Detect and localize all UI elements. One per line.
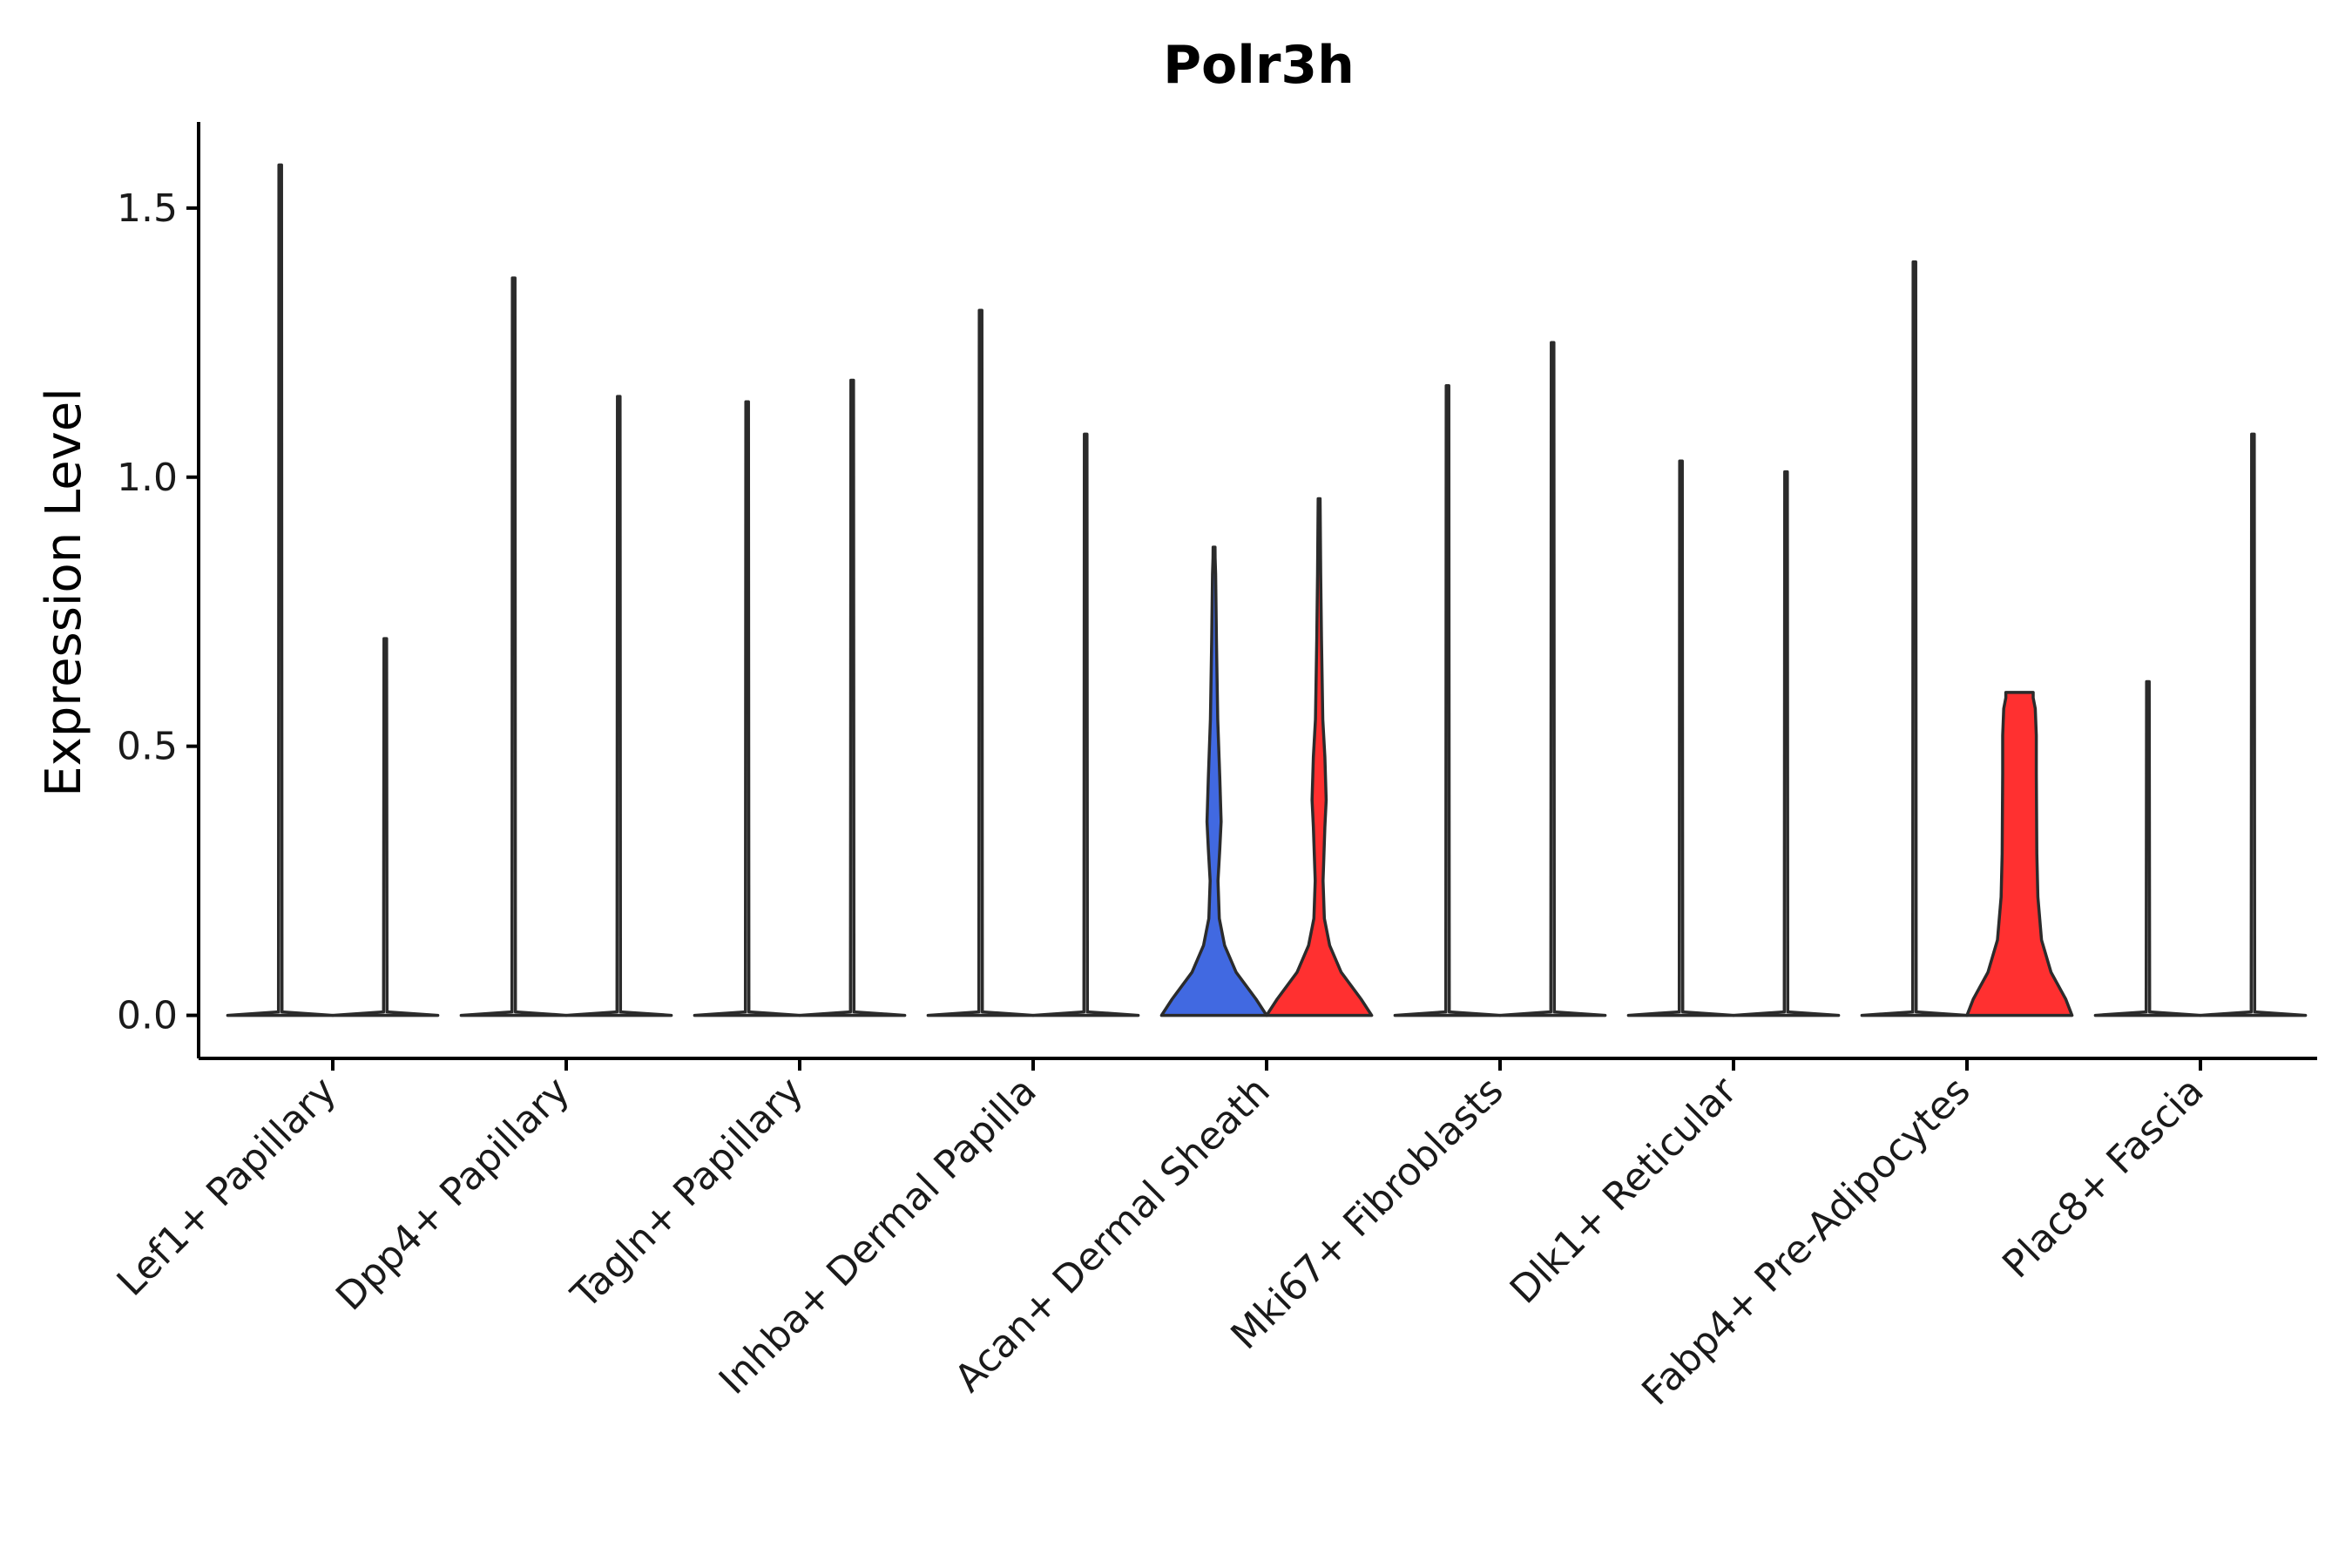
violin-mark xyxy=(1626,459,1735,1017)
violin-mark xyxy=(1393,383,1502,1017)
y-tick-label: 0.5 xyxy=(117,725,178,769)
violin-mark xyxy=(226,163,335,1017)
violin-mark xyxy=(331,637,440,1017)
x-tick-label: Dlk1+ Reticular xyxy=(1502,1068,1747,1313)
violin-mark xyxy=(693,400,801,1017)
chart-title: Polr3h xyxy=(1163,35,1355,96)
violin-mark xyxy=(1031,432,1140,1017)
violin-mark xyxy=(1860,260,1969,1017)
violin-mark xyxy=(926,308,1035,1017)
violin-mark xyxy=(2199,432,2308,1017)
x-tick-label: Lef1+ Papillary xyxy=(109,1069,345,1305)
violin-mark xyxy=(798,378,907,1017)
y-axis-title: Expression Level xyxy=(36,388,92,797)
violin-mark xyxy=(564,395,673,1017)
y-tick-label: 1.0 xyxy=(117,456,178,500)
x-tick-label: Tagln+ Papillary xyxy=(563,1069,812,1318)
violin-highlighted xyxy=(1965,691,2074,1017)
y-tick-label: 1.5 xyxy=(117,186,178,231)
x-tick-label: Plac8+ Fascia xyxy=(1994,1069,2213,1288)
violin-highlighted xyxy=(1159,545,1268,1017)
violin-highlighted xyxy=(1265,497,1374,1017)
violin-mark xyxy=(459,276,568,1017)
violin-mark xyxy=(1498,341,1607,1017)
violin-mark xyxy=(2093,679,2202,1017)
x-tick-label: Dpp4+ Papillary xyxy=(328,1069,578,1320)
violin-mark xyxy=(1732,470,1841,1017)
y-tick-label: 0.0 xyxy=(117,994,178,1038)
